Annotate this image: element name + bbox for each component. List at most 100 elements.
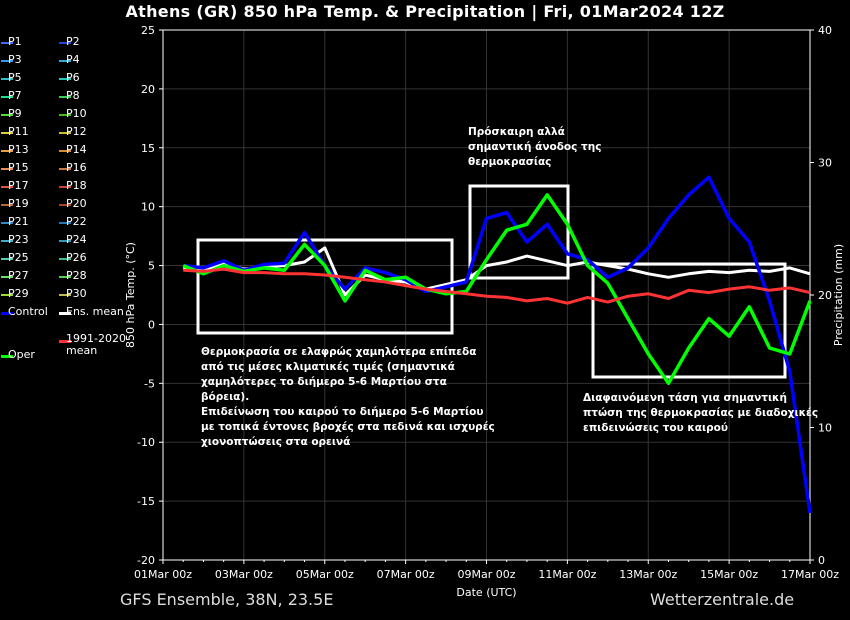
legend-item-p16: P16 — [66, 161, 87, 174]
legend-item-p25-swatch — [1, 258, 13, 260]
legend-item-p30-swatch — [59, 294, 71, 296]
legend-item-p21-swatch — [1, 222, 13, 224]
legend-item-p15: P15 — [8, 161, 29, 174]
legend-item-p14: P14 — [66, 143, 87, 156]
y-tick-label: 0 — [148, 318, 155, 331]
y-tick-label: 20 — [141, 83, 155, 96]
legend-item-p9: P9 — [8, 107, 22, 120]
legend-item-p24: P24 — [66, 233, 87, 246]
annotation-right: Διαφαινόμενη τάση για σημαντική πτώση τη… — [583, 392, 819, 434]
x-tick-label: 17Mar 00z — [781, 568, 839, 581]
legend-item-p12: P12 — [66, 125, 87, 138]
legend-item-p26-swatch — [59, 258, 71, 260]
x-tick-label: 15Mar 00z — [700, 568, 758, 581]
legend-item-p11: P11 — [8, 125, 29, 138]
x-axis-label: Date (UTC) — [456, 586, 516, 599]
series-line-ens-mean — [183, 246, 811, 297]
legend-item-p5: P5 — [8, 71, 22, 84]
legend-item-p27: P27 — [8, 269, 29, 282]
legend-item-p29: P29 — [8, 287, 29, 300]
legend-item-p7-swatch — [1, 96, 13, 98]
legend-item-p9-swatch — [1, 114, 13, 116]
footer-source: GFS Ensemble, 38N, 23.5E — [120, 590, 334, 609]
legend-item-p23: P23 — [8, 233, 29, 246]
x-tick-label: 01Mar 00z — [134, 568, 192, 581]
x-tick-label: 09Mar 00z — [457, 568, 515, 581]
highlight-box — [468, 184, 570, 280]
legend-item-p8: P8 — [66, 89, 80, 102]
highlight-box — [591, 262, 787, 379]
legend-item-p1-swatch — [1, 42, 13, 44]
legend-item-p12-swatch — [59, 132, 71, 134]
legend-item-oper-swatch — [1, 355, 13, 358]
legend-item-p30: P30 — [66, 287, 87, 300]
legend-item-p17-swatch — [1, 186, 13, 188]
legend-item-p27-swatch — [1, 276, 13, 278]
x-tick-label: 11Mar 00z — [538, 568, 596, 581]
legend-item-p7: P7 — [8, 89, 22, 102]
legend-item-p22: P22 — [66, 215, 87, 228]
legend-item-p16-swatch — [59, 168, 71, 170]
y-tick-label: 25 — [141, 24, 155, 37]
y-tick-label: -5 — [144, 377, 155, 390]
y2-axis-label: Precipitation (mm) — [832, 244, 845, 346]
legend-item-control: Control — [8, 305, 48, 318]
y2-tick-label: 40 — [818, 24, 832, 37]
legend-item-p20: P20 — [66, 197, 87, 210]
legend-item-p19-swatch — [1, 204, 13, 206]
annotation-left: Θερμοκρασία σε ελαφρώς χαμηλότερα επίπεδ… — [201, 346, 495, 448]
legend-item-p2-swatch — [59, 42, 71, 44]
legend-item-p3: P3 — [8, 53, 22, 66]
legend-item-p18: P18 — [66, 179, 87, 192]
legend-item-p29-swatch — [1, 294, 13, 296]
y-tick-label: -10 — [137, 436, 155, 449]
legend-item-p22-swatch — [59, 222, 71, 224]
x-tick-label: 03Mar 00z — [215, 568, 273, 581]
annotation-middle: Πρόσκαιρη αλλά σημαντική άνοδος της θερμ… — [468, 126, 602, 168]
legend-item-p15-swatch — [1, 168, 13, 170]
legend-item-oper: Oper — [8, 348, 35, 361]
legend-item-p11-swatch — [1, 132, 13, 134]
legend-item-p25: P25 — [8, 251, 29, 264]
y-tick-label: 15 — [141, 142, 155, 155]
x-tick-label: 13Mar 00z — [619, 568, 677, 581]
series-line-oper — [182, 193, 812, 386]
legend-item-p6: P6 — [66, 71, 80, 84]
y2-tick-label: 20 — [818, 289, 832, 302]
legend-item-1991-2020-mean-swatch — [59, 340, 71, 343]
footer-site: Wetterzentrale.de — [650, 590, 795, 609]
y-tick-label: -15 — [137, 495, 155, 508]
y-tick-label: -20 — [137, 554, 155, 567]
legend-item-p24-swatch — [59, 240, 71, 242]
chart-title: Athens (GR) 850 hPa Temp. & Precipitatio… — [125, 2, 725, 21]
legend-item-p1: P1 — [8, 35, 22, 48]
y-tick-label: 5 — [148, 260, 155, 273]
plot-frame — [162, 29, 811, 561]
legend-item-p6-swatch — [59, 78, 71, 80]
legend-item-p13: P13 — [8, 143, 29, 156]
legend-item-p21: P21 — [8, 215, 29, 228]
legend-item-p13-swatch — [1, 150, 13, 152]
legend-item-1991-2020-mean: 1991-2020 mean — [66, 332, 126, 357]
series-line-1991-2020-mean — [183, 267, 811, 305]
legend-item-p2: P2 — [66, 35, 80, 48]
legend-item-p26: P26 — [66, 251, 87, 264]
legend-item-p4-swatch — [59, 60, 71, 62]
series-line-control — [183, 175, 812, 514]
legend-item-ens-mean-swatch — [59, 312, 71, 315]
legend-item-p10: P10 — [66, 107, 87, 120]
legend-item-ens-mean: Ens. mean — [66, 305, 124, 318]
y2-tick-label: 10 — [818, 422, 832, 435]
legend-item-control-swatch — [1, 312, 13, 315]
legend-item-p3-swatch — [1, 60, 13, 62]
legend-item-p4: P4 — [66, 53, 80, 66]
legend-item-p14-swatch — [59, 150, 71, 152]
x-tick-label: 07Mar 00z — [377, 568, 435, 581]
legend-item-p20-swatch — [59, 204, 71, 206]
legend-item-p18-swatch — [59, 186, 71, 188]
x-tick-label: 05Mar 00z — [296, 568, 354, 581]
y2-tick-label: 0 — [818, 554, 825, 567]
legend-item-p10-swatch — [59, 114, 71, 116]
legend-item-p17: P17 — [8, 179, 29, 192]
